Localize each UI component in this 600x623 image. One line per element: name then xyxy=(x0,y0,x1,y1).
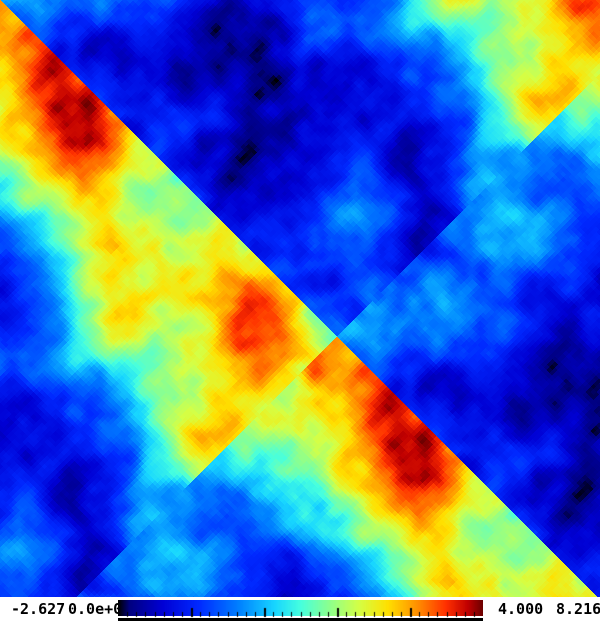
colorbar-mid-label: 4.000 xyxy=(498,600,544,618)
sky-map-image xyxy=(0,0,600,597)
colorbar-tick-marks xyxy=(118,600,483,621)
colorbar-baseline xyxy=(118,618,483,621)
sky-map-panel xyxy=(0,0,600,597)
colorbar xyxy=(118,600,483,621)
colorbar-panel: -2.627 0.0e+00 4.000 8.216 xyxy=(0,597,600,623)
colorbar-min-label: -2.627 xyxy=(11,600,66,618)
colorbar-unit-label: 0.0e+00 xyxy=(68,600,132,618)
colorbar-max-label: 8.216 xyxy=(556,600,600,618)
